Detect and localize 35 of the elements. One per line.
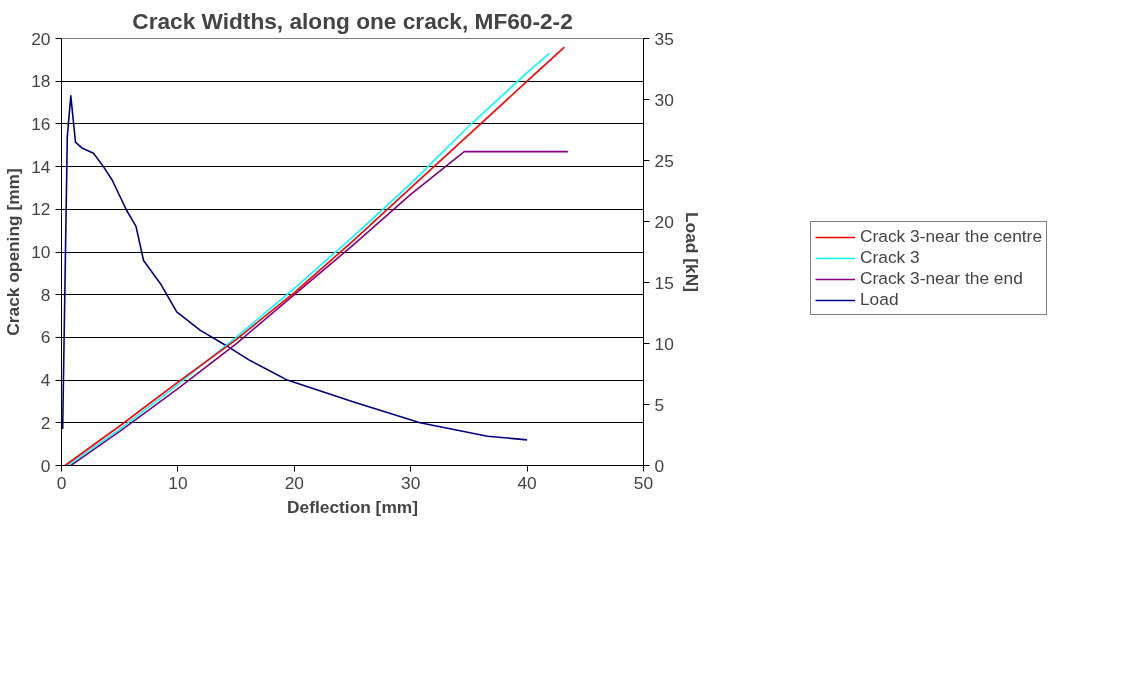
line-series [70, 150, 569, 466]
y2-tick-label: 15 [654, 272, 674, 293]
y2-tick-label: 0 [654, 455, 665, 476]
x-tick-label: 20 [284, 472, 304, 493]
y-tick-label: 0 [40, 455, 51, 476]
y2-tick-label: 25 [654, 150, 674, 171]
y-axis-title: Crack opening [mm] [3, 168, 24, 336]
y-tick-label: 16 [31, 113, 51, 134]
y-tick-label: 4 [40, 370, 51, 391]
y2-tick-label: 20 [654, 211, 674, 232]
y2-tick-label: 35 [654, 28, 674, 49]
x-axis-title: Deflection [mm] [287, 496, 418, 517]
x-tick-label: 0 [56, 472, 67, 493]
y-tick-label: 10 [31, 242, 51, 262]
y2-axis-title: Load [kN] [681, 212, 702, 292]
y2-tick-label: 5 [654, 394, 665, 415]
line-series [61, 95, 528, 441]
chart-title: Crack Widths, along one crack, MF60-2-2 [132, 7, 573, 34]
x-tick-label: 10 [168, 472, 188, 493]
y-tick-label: 20 [31, 28, 51, 49]
y-tick-label: 6 [40, 327, 51, 348]
legend-label: Crack 3 [859, 247, 920, 268]
y-tick-label: 14 [31, 156, 51, 177]
x-tick-label: 50 [633, 472, 654, 493]
y2-tick-label: 10 [654, 333, 674, 354]
legend-label: Load [859, 289, 899, 310]
y-tick-label: 8 [40, 284, 51, 305]
x-tick-label: 30 [401, 472, 421, 493]
y-tick-label: 2 [40, 412, 51, 433]
x-tick-label: 40 [517, 472, 537, 493]
y-tick-label: 12 [31, 199, 51, 220]
legend-label: Crack 3-near the end [859, 268, 1023, 289]
y-tick-label: 18 [31, 71, 51, 92]
y2-tick-label: 30 [654, 89, 674, 110]
legend-label: Crack 3-near the centre [859, 226, 1043, 247]
